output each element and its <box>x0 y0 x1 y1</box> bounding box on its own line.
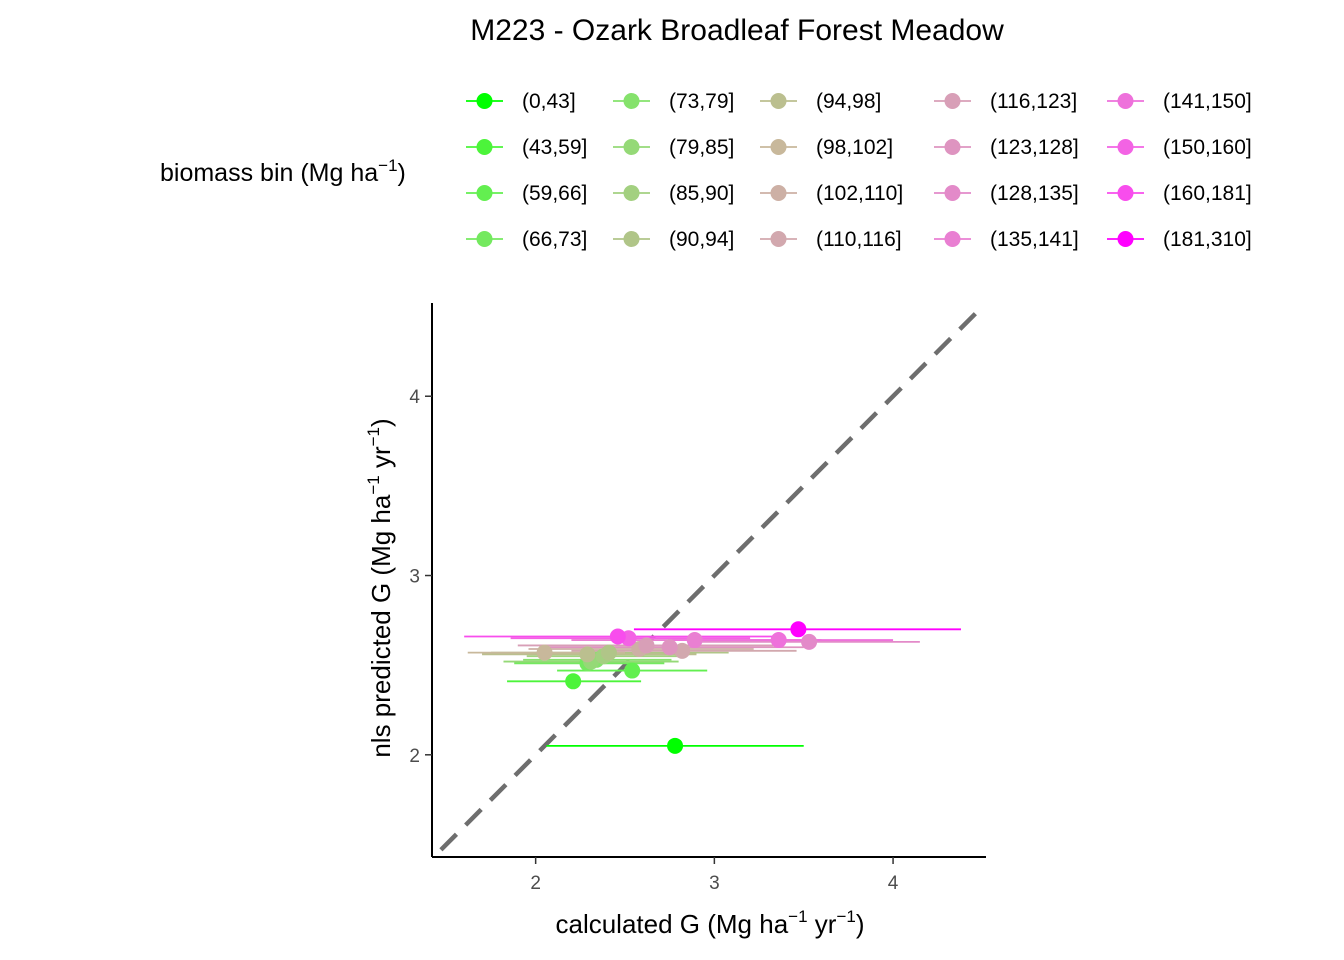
legend-item: (102,110] <box>760 182 903 205</box>
data-point <box>674 642 691 659</box>
legend-item: (135,141] <box>934 228 1079 251</box>
legend-label: (135,141] <box>990 228 1079 251</box>
data-point <box>609 628 626 645</box>
legend-label: (73,79] <box>669 90 734 113</box>
legend-title: biomass bin (Mg ha−1) <box>160 156 406 187</box>
legend-label: (110,116] <box>816 228 902 251</box>
legend-item: (66,73] <box>466 228 587 251</box>
legend-item: (141,150] <box>1107 90 1252 113</box>
legend-key-point <box>944 231 961 247</box>
legend-label: (128,135] <box>990 182 1079 205</box>
legend-label: (66,73] <box>522 228 587 251</box>
legend-key-point <box>476 185 493 201</box>
identity-reference-line <box>439 308 981 852</box>
x-axis-ticks: 2 3 4 <box>530 857 899 894</box>
legend-label: (102,110] <box>816 182 903 205</box>
legend-key-point <box>1117 139 1134 155</box>
plot-area: 2 3 4 2 3 4 <box>409 303 986 894</box>
data-point <box>638 637 655 654</box>
legend-label: (79,85] <box>669 136 734 159</box>
x-tick-label: 4 <box>888 873 899 894</box>
legend-label: (0,43] <box>522 90 576 113</box>
data-point <box>667 737 684 754</box>
x-tick-label: 3 <box>709 873 720 894</box>
data-point <box>686 632 703 649</box>
legend-key-point <box>623 231 640 247</box>
data-point <box>624 662 641 679</box>
legend-item: (0,43] <box>466 90 576 113</box>
legend-key-point <box>476 93 493 109</box>
y-tick-label: 4 <box>409 387 420 408</box>
legend: (0,43] (43,59] (59,66] (66,73] (73,79] (79,85… <box>466 90 1252 251</box>
error-bars <box>464 628 961 747</box>
legend-key-point <box>770 185 787 201</box>
legend-key-point <box>944 93 961 109</box>
data-point <box>565 673 582 690</box>
chart-title: M223 - Ozark Broadleaf Forest Meadow <box>470 14 1004 47</box>
data-point <box>661 639 678 656</box>
data-point <box>579 646 596 663</box>
legend-item: (150,160] <box>1107 136 1252 159</box>
y-tick-label: 2 <box>409 746 420 767</box>
y-axis-ticks: 2 3 4 <box>409 387 432 767</box>
legend-item: (85,90] <box>613 182 734 205</box>
legend-label: (59,66] <box>522 182 587 205</box>
legend-label: (160,181] <box>1163 182 1252 205</box>
legend-item: (59,66] <box>466 182 587 205</box>
y-axis-title: nls predicted G (Mg ha−1 yr−1) <box>364 418 396 757</box>
legend-item: (128,135] <box>934 182 1079 205</box>
legend-key-point <box>623 139 640 155</box>
data-point <box>600 644 617 661</box>
legend-item: (94,98] <box>760 90 881 113</box>
legend-item: (43,59] <box>466 136 587 159</box>
legend-item: (181,310] <box>1107 228 1252 251</box>
legend-key-point <box>770 139 787 155</box>
legend-label: (150,160] <box>1163 136 1252 159</box>
legend-key-point <box>944 139 961 155</box>
legend-label: (90,94] <box>669 228 734 251</box>
legend-item: (73,79] <box>613 90 734 113</box>
x-axis-title: calculated G (Mg ha−1 yr−1) <box>555 907 864 939</box>
legend-label: (94,98] <box>816 90 881 113</box>
legend-item: (79,85] <box>613 136 734 159</box>
data-points <box>536 621 818 754</box>
legend-key-point <box>476 139 493 155</box>
data-point <box>801 633 818 650</box>
legend-item: (110,116] <box>760 228 902 251</box>
legend-item: (116,123] <box>934 90 1077 113</box>
legend-label: (85,90] <box>669 182 734 205</box>
legend-item: (90,94] <box>613 228 734 251</box>
legend-label: (141,150] <box>1163 90 1252 113</box>
legend-item: (123,128] <box>934 136 1079 159</box>
legend-key-point <box>1117 231 1134 247</box>
x-tick-label: 2 <box>530 873 541 894</box>
legend-label: (123,128] <box>990 136 1079 159</box>
data-point <box>790 621 807 638</box>
data-point <box>770 632 787 649</box>
legend-key-point <box>1117 185 1134 201</box>
y-tick-label: 3 <box>409 567 420 588</box>
legend-key-point <box>1117 93 1134 109</box>
legend-key-point <box>944 185 961 201</box>
legend-label: (181,310] <box>1163 228 1252 251</box>
legend-item: (98,102] <box>760 136 893 159</box>
legend-item: (160,181] <box>1107 182 1252 205</box>
legend-key-point <box>476 231 493 247</box>
legend-label: (116,123] <box>990 90 1077 113</box>
legend-label: (98,102] <box>816 136 893 159</box>
legend-key-point <box>623 93 640 109</box>
legend-key-point <box>770 93 787 109</box>
data-point <box>536 644 553 661</box>
legend-key-point <box>623 185 640 201</box>
legend-key-point <box>770 231 787 247</box>
legend-label: (43,59] <box>522 136 587 159</box>
